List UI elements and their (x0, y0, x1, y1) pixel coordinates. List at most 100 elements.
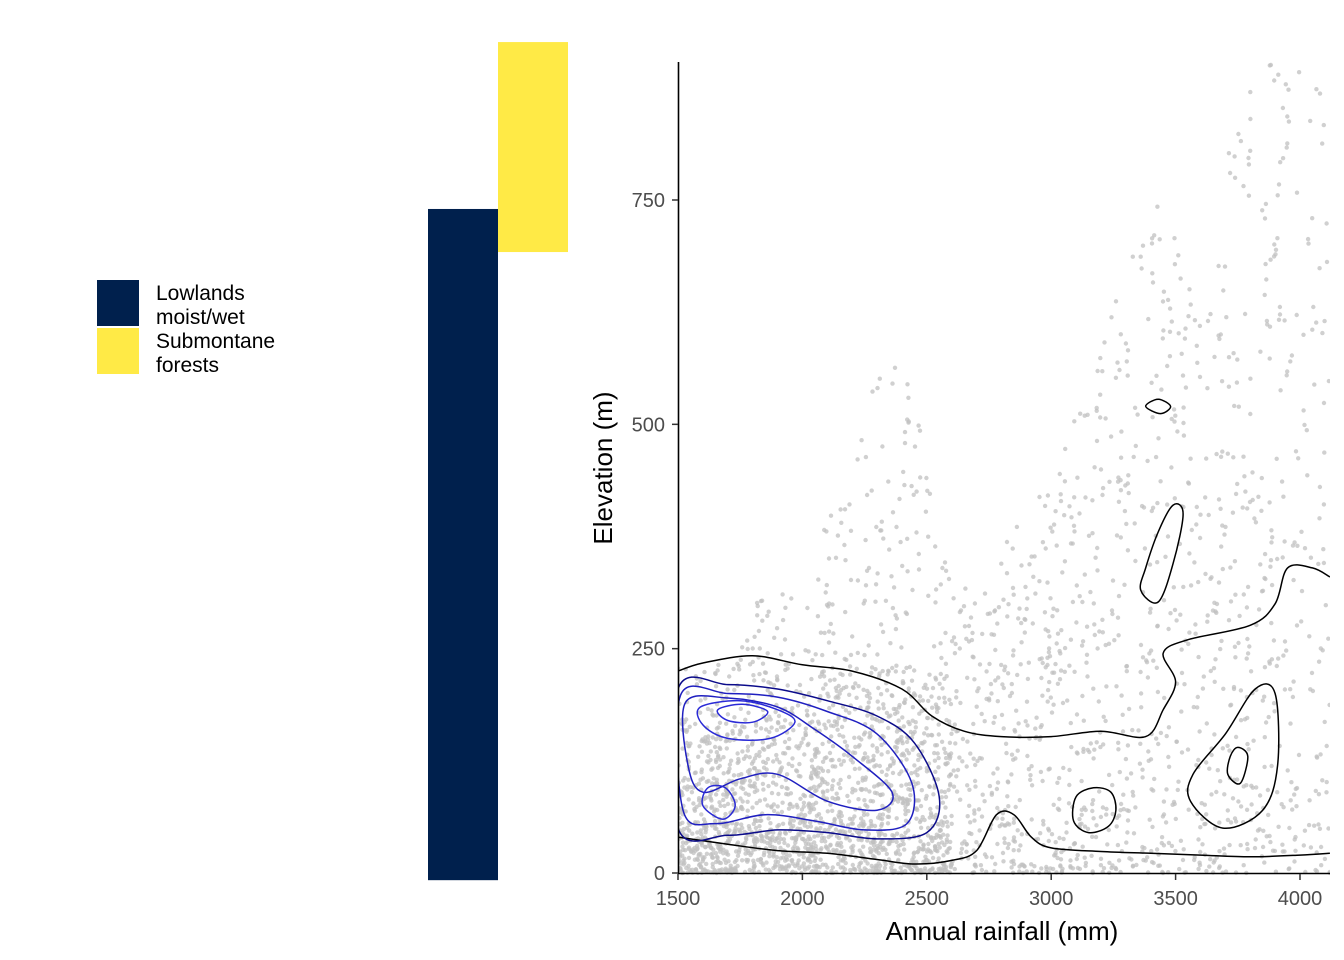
scatter-point (943, 805, 948, 810)
scatter-point (847, 692, 852, 697)
scatter-point (1167, 306, 1173, 311)
scatter-point (739, 858, 745, 863)
scatter-point (869, 665, 875, 670)
scatter-point (979, 814, 985, 819)
scatter-point (940, 800, 946, 805)
scatter-point (993, 678, 998, 683)
scatter-point (1041, 822, 1046, 827)
scatter-point (1280, 156, 1286, 161)
scatter-point (1181, 420, 1186, 426)
scatter-point (1236, 131, 1241, 137)
scatter-point (1281, 805, 1286, 810)
scatter-point (1299, 588, 1305, 594)
scatter-point (1204, 760, 1209, 765)
scatter-point (813, 751, 819, 756)
scatter-point (1138, 691, 1144, 696)
scatter-point (699, 831, 704, 837)
density-contour (1144, 398, 1172, 415)
scatter-point (758, 859, 764, 865)
scatter-point (865, 713, 870, 718)
scatter-point (1170, 802, 1175, 807)
scatter-point (853, 788, 858, 793)
scatter-point (856, 797, 861, 802)
scatter-point (899, 769, 904, 774)
scatter-point (1007, 822, 1012, 827)
scatter-point (725, 801, 731, 807)
density-contour (1226, 746, 1249, 785)
scatter-point (1232, 403, 1237, 409)
scatter-point (1234, 380, 1240, 385)
range-bar-submontane (498, 42, 568, 253)
scatter-point (1009, 690, 1015, 696)
scatter-point (1058, 651, 1063, 656)
scatter-point (1165, 363, 1170, 369)
scatter-point (879, 519, 884, 524)
scatter-point (939, 739, 945, 744)
scatter-point (1124, 776, 1130, 781)
scatter-point (879, 769, 885, 774)
scatter-point (1094, 823, 1099, 828)
scatter-point (721, 851, 726, 856)
x-ticks: 1500 2000 2500 3000 3500 4000 (656, 874, 1322, 910)
scatter-point (736, 773, 741, 778)
scatter-point (1289, 353, 1295, 358)
scatter-point (984, 696, 989, 702)
scatter-point (1290, 807, 1295, 812)
scatter-point (1094, 405, 1099, 411)
scatter-point (1187, 630, 1192, 635)
scatter-point (1236, 640, 1241, 646)
scatter-point (746, 694, 751, 699)
scatter-point (715, 855, 720, 860)
scatter-point (771, 808, 777, 814)
scatter-point (904, 739, 910, 745)
scatter-point (795, 805, 800, 810)
scatter-point (977, 755, 982, 761)
scatter-point (1322, 719, 1327, 725)
scatter-point (889, 574, 894, 579)
scatter-point (1316, 792, 1322, 797)
scatter-point (1179, 750, 1185, 755)
scatter-point (730, 787, 735, 792)
scatter-point (1258, 349, 1263, 354)
scatter-point (827, 705, 832, 711)
scatter-point (1057, 835, 1062, 841)
scatter-point (908, 793, 913, 798)
scatter-point (846, 774, 852, 780)
scatter-point (1247, 499, 1253, 505)
scatter-point (808, 852, 813, 858)
scatter-point (933, 769, 938, 774)
scatter-point (1301, 408, 1306, 413)
scatter-point (1082, 824, 1088, 829)
scatter-point (812, 747, 818, 752)
scatter-point (1268, 558, 1274, 563)
scatter-point (785, 843, 791, 848)
scatter-point (874, 524, 879, 530)
scatter-point (696, 754, 701, 759)
scatter-point (1068, 858, 1073, 863)
scatter-point (823, 682, 828, 687)
scatter-point (834, 791, 839, 796)
scatter-point (1040, 778, 1045, 784)
scatter-point (939, 789, 944, 794)
scatter-point (764, 767, 769, 772)
scatter-point (936, 833, 941, 839)
scatter-point (878, 692, 884, 697)
scatter-point (1074, 712, 1080, 717)
scatter-point (979, 867, 985, 873)
scatter-point (1276, 824, 1281, 829)
scatter-point (828, 513, 834, 518)
scatter-point (683, 841, 689, 846)
scatter-point (923, 682, 928, 687)
scatter-point (1319, 863, 1324, 868)
scatter-point (1258, 562, 1263, 567)
scatter-point (706, 753, 711, 759)
scatter-point (816, 721, 822, 726)
scatter-point (1310, 688, 1316, 694)
scatter-point (1085, 747, 1091, 753)
scatter-point (682, 785, 687, 790)
scatter-point (693, 721, 698, 727)
x-tick-label: 2000 (780, 888, 825, 910)
scatter-point (1093, 555, 1098, 560)
scatter-point (960, 759, 965, 764)
scatter-point (1181, 405, 1186, 410)
